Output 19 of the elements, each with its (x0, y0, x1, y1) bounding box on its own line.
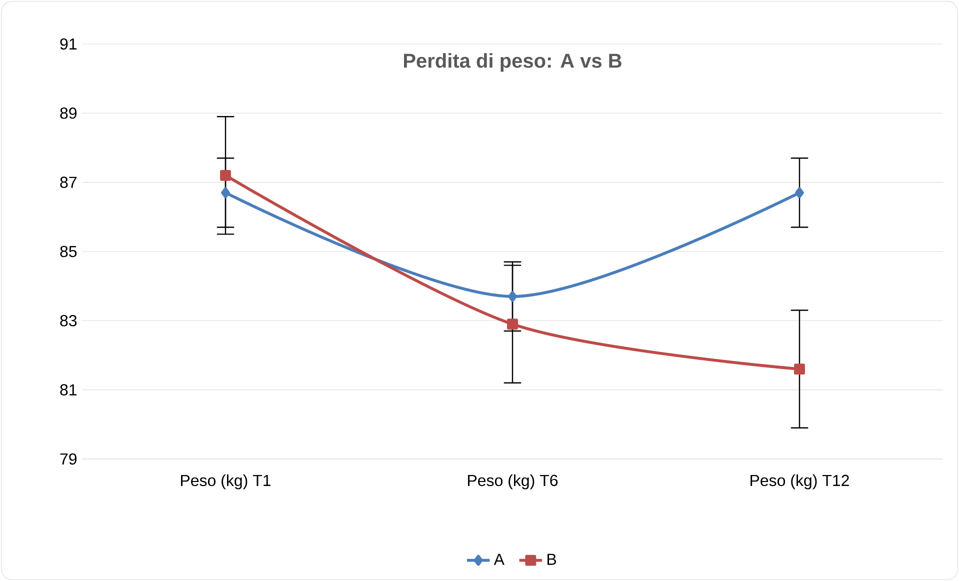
x-tick-label: Peso (kg) T6 (468, 474, 558, 490)
legend-label: A (494, 554, 504, 565)
point (795, 187, 804, 198)
x-tick-label: Peso (kg) T1 (181, 474, 270, 490)
y-tick-label: 87 (60, 176, 76, 188)
x-tick-label: Peso (kg) T12 (750, 474, 849, 490)
chart-title: Perdita di peso: A vs B (404, 53, 622, 72)
y-tick-label: 89 (60, 108, 77, 119)
y-tick-label: 83 (60, 314, 77, 326)
point (220, 170, 231, 181)
y-tick-label: 79 (60, 453, 77, 465)
point (507, 318, 518, 330)
point (794, 364, 805, 375)
point (221, 187, 230, 198)
y-tick-label: 91 (60, 38, 77, 50)
point (508, 290, 517, 302)
legend-label: B (548, 554, 556, 565)
y-tick-label: 85 (60, 246, 77, 258)
y-tick-label: 81 (60, 384, 77, 396)
